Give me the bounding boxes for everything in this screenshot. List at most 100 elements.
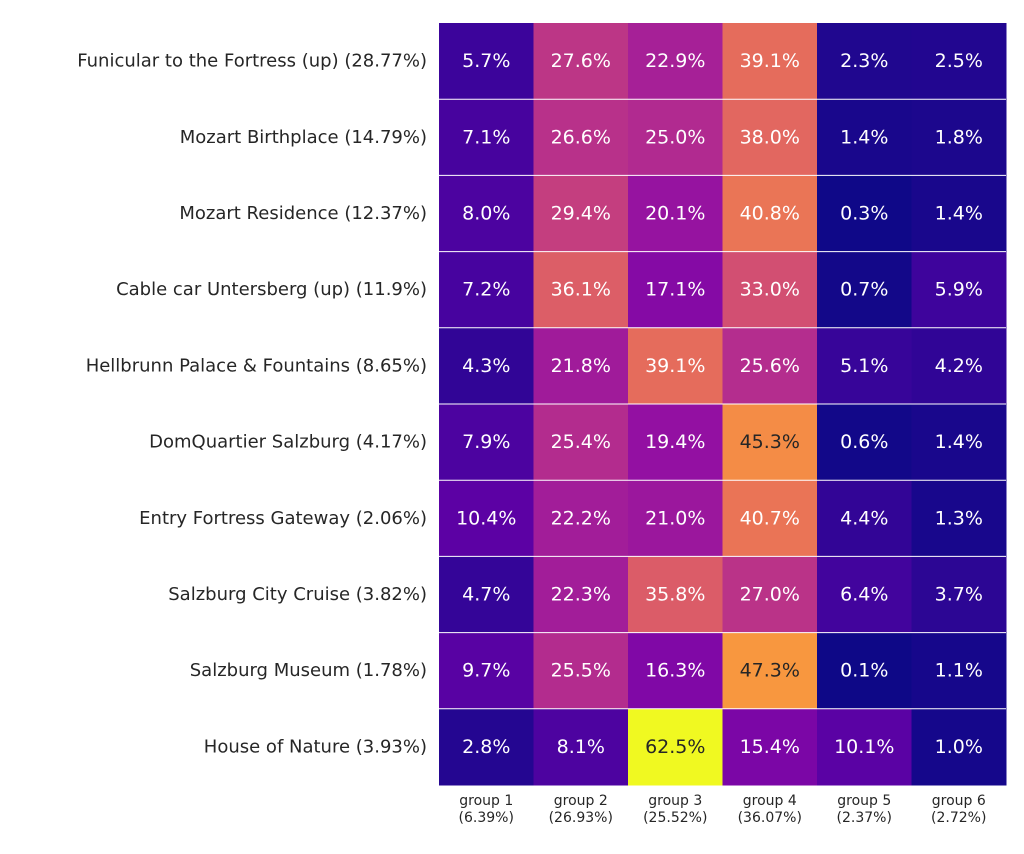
cell-value-label: 21.8% bbox=[551, 355, 611, 377]
heatmap-cell bbox=[533, 327, 629, 405]
row-label: Funicular to the Fortress (up) (28.77%) bbox=[77, 51, 427, 72]
cell-value-label: 22.9% bbox=[645, 50, 705, 72]
row-label: Salzburg Museum (1.78%) bbox=[190, 660, 427, 681]
row-separators bbox=[439, 98, 1006, 710]
heatmap-cell bbox=[817, 480, 912, 557]
cell-value-label: 39.1% bbox=[740, 50, 800, 72]
cell-value-label: 27.6% bbox=[551, 50, 611, 72]
heatmap-cell bbox=[817, 175, 912, 253]
heatmap-cell bbox=[533, 23, 629, 100]
heatmap-cell bbox=[439, 404, 534, 481]
cell-value-label: 2.3% bbox=[840, 50, 888, 72]
column-label: group 5 bbox=[837, 793, 891, 809]
heatmap-cell bbox=[722, 327, 818, 405]
heatmap-cell bbox=[911, 632, 1007, 710]
heatmap-cell bbox=[817, 99, 912, 176]
heatmap-cell bbox=[911, 23, 1007, 100]
heatmap-cell bbox=[439, 708, 534, 786]
heatmap-cell bbox=[722, 23, 818, 100]
column-label-share: (2.37%) bbox=[837, 810, 892, 826]
heatmap-cell bbox=[628, 23, 723, 100]
heatmap-cell bbox=[911, 251, 1007, 329]
heatmap-cell bbox=[439, 99, 534, 176]
cell-value-label: 10.1% bbox=[834, 736, 894, 758]
cell-value-label: 29.4% bbox=[551, 203, 611, 225]
cell-value-label: 0.3% bbox=[840, 203, 888, 225]
cell-value-label: 7.2% bbox=[462, 279, 510, 301]
heatmap-cell bbox=[439, 480, 534, 557]
cell-value-label: 40.8% bbox=[740, 203, 800, 225]
row-label: House of Nature (3.93%) bbox=[204, 736, 427, 757]
column-label: group 3 bbox=[648, 793, 702, 809]
heatmap-cell bbox=[628, 251, 723, 329]
heatmap-cell bbox=[628, 480, 723, 557]
cell-value-label: 21.0% bbox=[645, 507, 705, 529]
cell-value-label: 2.5% bbox=[935, 50, 983, 72]
heatmap-cell bbox=[628, 404, 723, 481]
heatmap-cell bbox=[817, 327, 912, 405]
heatmap-cell bbox=[911, 480, 1007, 557]
heatmap-cell bbox=[628, 99, 723, 176]
heatmap-cell bbox=[817, 708, 912, 786]
cell-value-label: 33.0% bbox=[740, 279, 800, 301]
row-label: Entry Fortress Gateway (2.06%) bbox=[139, 508, 427, 529]
row-label: Cable car Untersberg (up) (11.9%) bbox=[116, 279, 427, 300]
cell-value-label: 47.3% bbox=[740, 660, 800, 682]
cell-value-label: 0.6% bbox=[840, 431, 888, 453]
heatmap-cell bbox=[439, 327, 534, 405]
cell-value-label: 26.6% bbox=[551, 126, 611, 148]
cell-value-label: 1.4% bbox=[935, 203, 983, 225]
heatmap-cell bbox=[911, 99, 1007, 176]
cell-value-label: 19.4% bbox=[645, 431, 705, 453]
cell-value-label: 6.4% bbox=[840, 584, 888, 606]
heatmap-cell bbox=[628, 175, 723, 253]
cell-value-label: 7.1% bbox=[462, 126, 510, 148]
heatmap-cell bbox=[817, 23, 912, 100]
cell-value-label: 16.3% bbox=[645, 660, 705, 682]
heatmap-cell bbox=[439, 556, 534, 634]
cell-value-label: 1.4% bbox=[840, 126, 888, 148]
cell-value-labels: 5.7% 27.6% 22.9% 39.1% 2.3% 2.5% 7.1% 26.6% 25.0… bbox=[456, 50, 983, 758]
row-label: Hellbrunn Palace & Fountains (8.65%) bbox=[86, 355, 427, 376]
cell-value-label: 4.3% bbox=[462, 355, 510, 377]
cell-value-label: 39.1% bbox=[645, 355, 705, 377]
cell-value-label: 1.4% bbox=[935, 431, 983, 453]
column-labels: group 1(6.39%) group 2(26.93%) group 3(25.… bbox=[459, 793, 987, 826]
cell-value-label: 4.7% bbox=[462, 584, 510, 606]
column-label-share: (2.72%) bbox=[931, 810, 986, 826]
column-label-share: (25.52%) bbox=[643, 810, 707, 826]
cell-value-label: 25.5% bbox=[551, 660, 611, 682]
cell-value-label: 5.1% bbox=[840, 355, 888, 377]
cell-value-label: 1.3% bbox=[935, 507, 983, 529]
cell-value-label: 9.7% bbox=[462, 660, 510, 682]
heatmap-cell bbox=[722, 251, 818, 329]
heatmap-cell bbox=[439, 251, 534, 329]
cell-value-label: 35.8% bbox=[645, 584, 705, 606]
heatmap-cell bbox=[911, 327, 1007, 405]
cell-value-label: 10.4% bbox=[456, 507, 516, 529]
cell-value-label: 25.0% bbox=[645, 126, 705, 148]
cell-value-label: 5.9% bbox=[935, 279, 983, 301]
cell-value-label: 62.5% bbox=[645, 736, 705, 758]
row-label: DomQuartier Salzburg (4.17%) bbox=[149, 432, 427, 453]
heatmap-cell bbox=[817, 632, 912, 710]
cell-value-label: 38.0% bbox=[740, 126, 800, 148]
heatmap-cell bbox=[439, 23, 534, 100]
cell-value-label: 25.4% bbox=[551, 431, 611, 453]
cell-value-label: 20.1% bbox=[645, 203, 705, 225]
row-label: Mozart Residence (12.37%) bbox=[179, 203, 427, 224]
heatmap-cell bbox=[911, 175, 1007, 253]
heatmap-cell bbox=[722, 480, 818, 557]
cell-value-label: 36.1% bbox=[551, 279, 611, 301]
cell-value-label: 1.0% bbox=[935, 736, 983, 758]
cell-value-label: 2.8% bbox=[462, 736, 510, 758]
cell-value-label: 40.7% bbox=[740, 507, 800, 529]
heatmap-cell bbox=[533, 556, 629, 634]
heatmap-cell bbox=[439, 175, 534, 253]
cell-value-label: 22.3% bbox=[551, 584, 611, 606]
cell-value-label: 27.0% bbox=[740, 584, 800, 606]
cell-value-label: 1.8% bbox=[935, 126, 983, 148]
heatmap-cell bbox=[533, 632, 629, 710]
cell-value-label: 0.1% bbox=[840, 660, 888, 682]
